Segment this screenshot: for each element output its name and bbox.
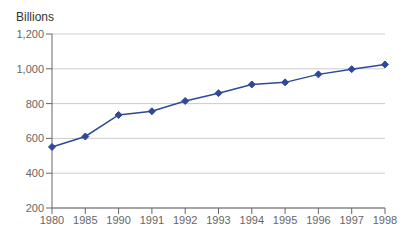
- svg-text:1,200: 1,200: [16, 28, 44, 40]
- svg-text:1998: 1998: [373, 214, 397, 226]
- svg-text:1980: 1980: [40, 214, 64, 226]
- svg-text:800: 800: [26, 98, 44, 110]
- svg-text:1,000: 1,000: [16, 63, 44, 75]
- svg-text:1990: 1990: [106, 214, 130, 226]
- svg-text:1995: 1995: [273, 214, 297, 226]
- svg-text:200: 200: [26, 202, 44, 214]
- svg-text:1997: 1997: [339, 214, 363, 226]
- svg-text:1985: 1985: [73, 214, 97, 226]
- svg-text:1991: 1991: [140, 214, 164, 226]
- svg-text:1993: 1993: [206, 214, 230, 226]
- svg-text:600: 600: [26, 132, 44, 144]
- svg-text:1996: 1996: [306, 214, 330, 226]
- svg-text:400: 400: [26, 167, 44, 179]
- html-text:Billions: Billions: [16, 10, 54, 24]
- svg-text:1994: 1994: [240, 214, 264, 226]
- svg-text:1992: 1992: [173, 214, 197, 226]
